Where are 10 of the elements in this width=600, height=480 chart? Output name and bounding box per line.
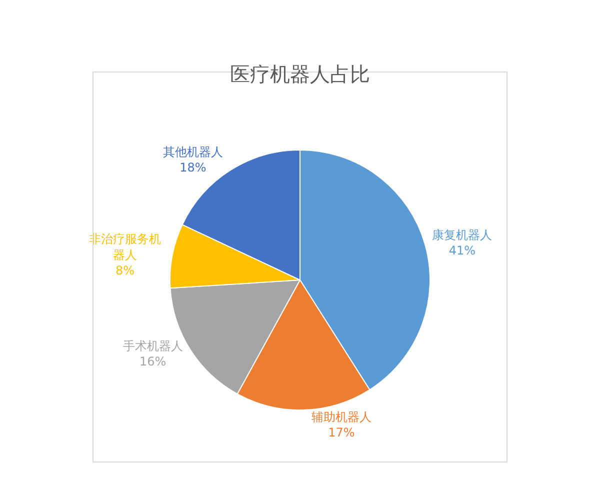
data-label: 16% <box>140 354 166 369</box>
slice-label: 康复机器人 <box>432 228 492 242</box>
data-label: 8% <box>115 263 135 278</box>
data-label: 18% <box>180 160 206 174</box>
slice-label: 其他机器人 <box>162 144 223 159</box>
slice-label: 辅助机器人 <box>311 410 372 424</box>
slice-label: 手术机器人 <box>122 339 183 354</box>
chart-title: 医疗机器人占比 <box>230 62 370 86</box>
data-label: 41% <box>448 243 476 258</box>
data-label: 17% <box>328 426 355 440</box>
